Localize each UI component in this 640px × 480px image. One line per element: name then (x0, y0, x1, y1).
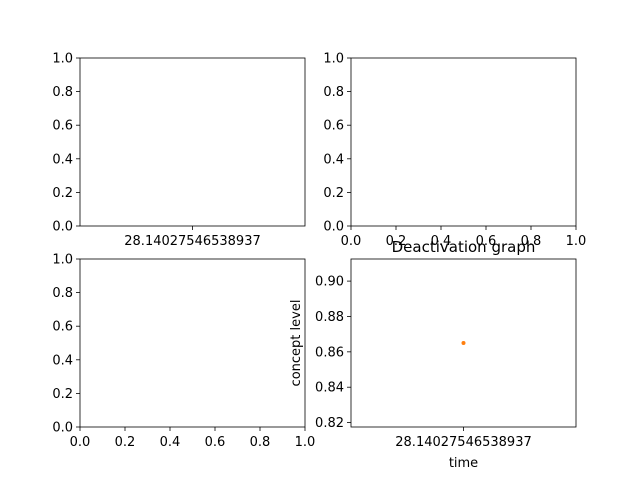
chart-title: Deactivation graph (392, 238, 536, 256)
x-tick-label: 0.6 (476, 234, 497, 249)
y-tick-label: 0.82 (315, 416, 344, 431)
x-tick-label: 0.2 (115, 435, 136, 450)
subplot-top-left: 0.0 0.2 0.4 0.6 0.8 1.0 28.14027546538937 (52, 52, 306, 249)
x-tick-label: 0.8 (250, 435, 271, 450)
x-axis-label: time (449, 456, 478, 471)
y-tick-label: 1.0 (52, 52, 73, 67)
data-point (461, 341, 466, 345)
subplot-bottom-right: 0.82 0.84 0.86 0.88 0.90 28.14027546538937 Dea… (289, 238, 577, 471)
y-tick-label: 0.0 (52, 220, 73, 235)
y-tick-label: 0.8 (323, 85, 344, 100)
x-tick-label: 0.2 (386, 234, 407, 249)
y-tick-label: 0.6 (52, 119, 73, 134)
y-axis-label: concept level (289, 300, 304, 387)
y-tick-label: 0.6 (52, 320, 73, 335)
y-tick-label: 0.84 (315, 381, 344, 396)
axes-frame (350, 57, 577, 227)
x-tick-label: 1.0 (295, 435, 316, 450)
y-tick-label: 0.2 (52, 186, 73, 201)
x-tick-label: 1.0 (566, 234, 587, 249)
x-tick-label: 28.14027546538937 (395, 435, 531, 450)
y-tick-label: 0.4 (323, 152, 344, 167)
y-tick-label: 1.0 (323, 52, 344, 67)
x-tick-label: 0.6 (205, 435, 226, 450)
y-tick-label: 0.2 (323, 186, 344, 201)
y-tick-label: 0.0 (52, 421, 73, 436)
axes-frame (350, 258, 577, 428)
y-tick-label: 0.6 (323, 119, 344, 134)
y-tick-label: 0.90 (315, 275, 344, 290)
x-tick-label: 0.0 (70, 435, 91, 450)
y-tick-label: 0.8 (52, 85, 73, 100)
x-tick-label: 0.0 (341, 234, 362, 249)
y-tick-label: 0.0 (323, 220, 344, 235)
y-tick-label: 0.4 (52, 152, 73, 167)
y-tick-label: 0.86 (315, 345, 344, 360)
axes-frame (79, 258, 306, 428)
x-tick-label: 0.8 (521, 234, 542, 249)
x-tick-label: 0.4 (160, 435, 181, 450)
y-tick-label: 0.4 (52, 353, 73, 368)
y-tick-label: 0.88 (315, 310, 344, 325)
x-tick-label: 28.14027546538937 (124, 234, 260, 249)
y-tick-label: 1.0 (52, 253, 73, 268)
x-tick-label: 0.4 (431, 234, 452, 249)
y-tick-label: 0.8 (52, 286, 73, 301)
axes-frame (79, 57, 306, 227)
subplot-top-right: 0.0 0.2 0.4 0.6 0.8 1.0 0.0 0.2 0.4 0.6 0.8 1.0 (323, 52, 586, 250)
y-tick-label: 0.2 (52, 387, 73, 402)
subplot-bottom-left: 0.0 0.2 0.4 0.6 0.8 1.0 0.0 0.2 0.4 0.6 0.8 1.0 (52, 253, 315, 451)
subplots-layer: 0.00.20.40.60.81.028.140275465389370.00.… (52, 52, 586, 472)
